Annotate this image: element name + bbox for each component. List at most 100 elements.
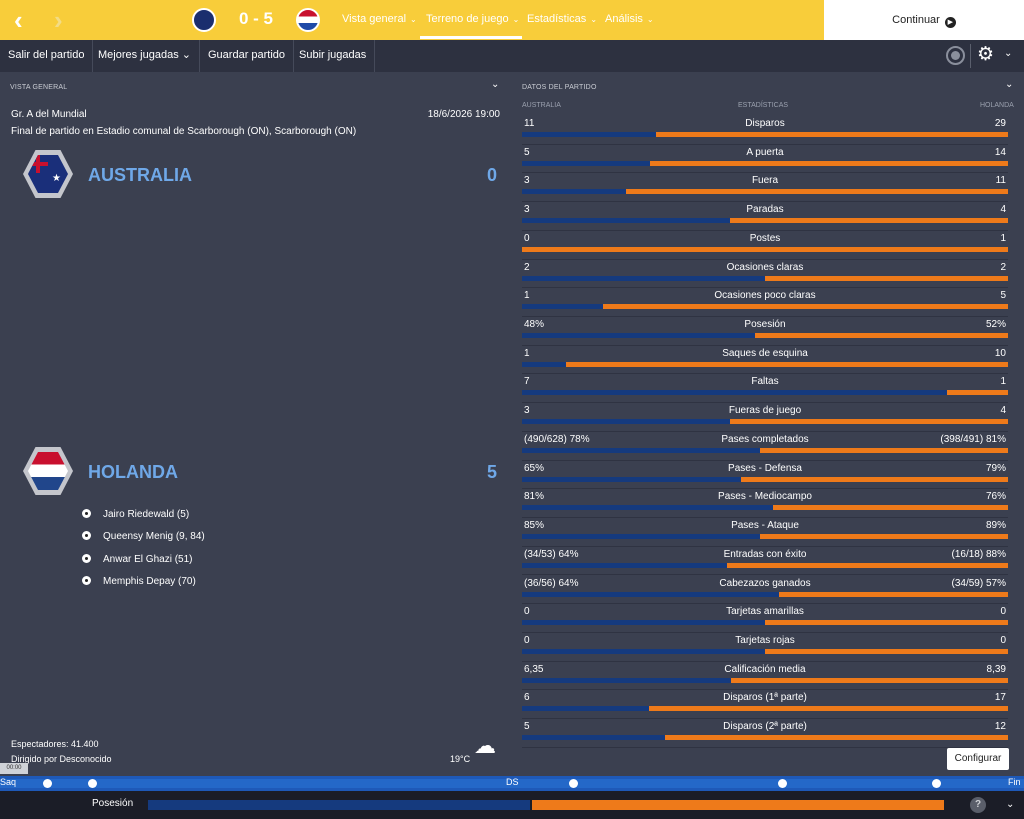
goal-marker-icon[interactable]	[778, 779, 787, 788]
chevron-down-icon[interactable]: ⌄	[1006, 799, 1015, 810]
ball-icon	[82, 509, 91, 518]
home-team-name[interactable]: AUSTRALIA	[88, 165, 192, 185]
stat-bar-home	[522, 677, 731, 683]
stat-label: Saques de esquina	[722, 347, 808, 359]
match-datetime: 18/6/2026 19:00	[427, 109, 500, 120]
timeline-halftime-label: DS	[506, 777, 519, 787]
stat-bar-away	[603, 304, 1008, 310]
stat-label: Tarjetas rojas	[735, 634, 795, 646]
tab-estadisticas[interactable]: Estadísticas ⌄	[527, 13, 598, 25]
stat-bar-home	[522, 591, 779, 597]
stat-home-value: (36/56) 64%	[524, 577, 579, 589]
scorer-item[interactable]: Memphis Depay (70)	[82, 576, 196, 587]
goal-marker-icon[interactable]	[88, 779, 97, 788]
chevron-down-icon: ⌄	[512, 15, 520, 24]
save-match-button[interactable]: Guardar partido	[200, 40, 295, 72]
stat-row: 81% Pases - Mediocampo 76%	[522, 489, 1008, 519]
stat-away-value: 52%	[985, 319, 1006, 331]
column-away: HOLANDA	[980, 102, 1014, 109]
help-icon[interactable]: ?	[970, 797, 986, 813]
stat-away-value: (398/491) 81%	[940, 433, 1006, 445]
goal-marker-icon[interactable]	[932, 779, 941, 788]
stat-home-value: (34/53) 64%	[524, 548, 579, 560]
stat-label: Fueras de juego	[728, 405, 802, 417]
possession-bar-away	[532, 800, 944, 810]
goal-marker-icon[interactable]	[569, 779, 578, 788]
stat-away-value: 79%	[985, 462, 1006, 474]
stat-row: 3 Paradas 4	[522, 202, 1008, 231]
stat-row: 65% Pases - Defensa 79%	[522, 461, 1008, 490]
stat-away-value: 2	[1000, 261, 1006, 273]
chevron-down-icon[interactable]: ⌄	[491, 79, 500, 90]
australia-badge-icon[interactable]: ★	[23, 150, 73, 198]
netherlands-badge-icon[interactable]	[23, 447, 73, 495]
stat-bar-home	[522, 304, 603, 310]
continue-button[interactable]: Continuar ▶	[824, 0, 1024, 40]
scorer-item[interactable]: Anwar El Ghazi (51)	[82, 554, 192, 565]
leave-match-button[interactable]: Salir del partido	[0, 40, 94, 72]
stat-home-value: 3	[524, 204, 530, 216]
stat-row: 6,35 Calificación media 8,39	[522, 662, 1008, 691]
competition-name: Gr. A del Mundial	[11, 109, 87, 120]
stat-away-value: 29	[994, 118, 1006, 129]
upload-highlights-button[interactable]: Subir jugadas	[291, 40, 376, 72]
attendance: Espectadores: 41.400	[11, 739, 99, 749]
stat-bar-away	[665, 735, 1008, 741]
stat-row: 0 Postes 1	[522, 231, 1008, 260]
stat-bar-home	[522, 390, 947, 396]
stat-home-value: 3	[524, 405, 530, 417]
stat-bar-away	[522, 246, 1008, 252]
stat-home-value: 48%	[524, 319, 545, 331]
match-timeline[interactable]	[0, 776, 1024, 791]
back-arrow-icon[interactable]: ‹	[14, 5, 23, 35]
stat-home-value: 1	[524, 347, 530, 359]
stat-label: A puerta	[746, 146, 784, 158]
configure-button[interactable]: Configurar	[947, 748, 1009, 770]
highlights-button[interactable]: Mejores jugadas ⌄	[90, 40, 200, 72]
away-team-name[interactable]: HOLANDA	[88, 462, 178, 482]
divider	[970, 44, 971, 68]
forward-arrow-icon[interactable]: ›	[54, 5, 63, 35]
column-stat: ESTADÍSTICAS	[738, 102, 789, 109]
tab-terreno-de-juego[interactable]: Terreno de juego ⌄	[426, 13, 520, 25]
chevron-down-icon[interactable]: ⌄	[1005, 79, 1014, 90]
stat-home-value: 5	[524, 146, 530, 158]
stat-bar-away	[566, 361, 1008, 367]
stat-row: 2 Ocasiones claras 2	[522, 260, 1008, 289]
stat-bar-away	[649, 706, 1008, 712]
tab-vista-general[interactable]: Vista general ⌄	[342, 13, 417, 25]
stat-bar-away	[727, 562, 1008, 568]
stat-home-value: 11	[524, 118, 535, 129]
stat-away-value: 11	[995, 175, 1006, 187]
possession-bar-home	[148, 800, 530, 810]
stat-bar-home	[522, 505, 773, 511]
scorer-item[interactable]: Queensy Menig (9, 84)	[82, 531, 205, 542]
stat-label: Paradas	[746, 204, 784, 216]
stat-label: Postes	[749, 232, 781, 244]
stat-bar-away	[765, 620, 1008, 626]
stat-away-value: 17	[994, 692, 1006, 704]
chevron-down-icon[interactable]: ⌄	[1004, 48, 1013, 59]
stat-label: Faltas	[751, 376, 779, 388]
goal-marker-icon[interactable]	[43, 779, 52, 788]
tab-analisis[interactable]: Análisis ⌄	[605, 13, 654, 25]
chevron-down-icon: ⌄	[590, 15, 598, 24]
stat-bar-home	[522, 620, 765, 626]
temperature: 19°C	[450, 754, 471, 764]
stat-row: 5 A puerta 14	[522, 145, 1008, 174]
netherlands-flag-icon	[296, 8, 320, 32]
scorer-item[interactable]: Jairo Riedewald (5)	[82, 509, 189, 520]
stat-row: 85% Pases - Ataque 89%	[522, 518, 1008, 547]
stat-bar-away	[760, 447, 1008, 453]
gear-icon[interactable]: ⚙	[977, 44, 995, 65]
stat-row: 6 Disparos (1ª parte) 17	[522, 690, 1008, 720]
stat-row: 3 Fuera 11	[522, 173, 1008, 203]
stat-bar-away	[765, 275, 1008, 281]
stat-label: Pases - Ataque	[731, 520, 799, 532]
record-icon[interactable]	[946, 46, 965, 65]
stat-bar-away	[755, 333, 1008, 339]
stat-home-value: (490/628) 78%	[524, 433, 590, 445]
stat-home-value: 2	[524, 261, 530, 273]
possession-label: Posesión	[92, 798, 134, 809]
stat-home-value: 0	[524, 634, 530, 646]
